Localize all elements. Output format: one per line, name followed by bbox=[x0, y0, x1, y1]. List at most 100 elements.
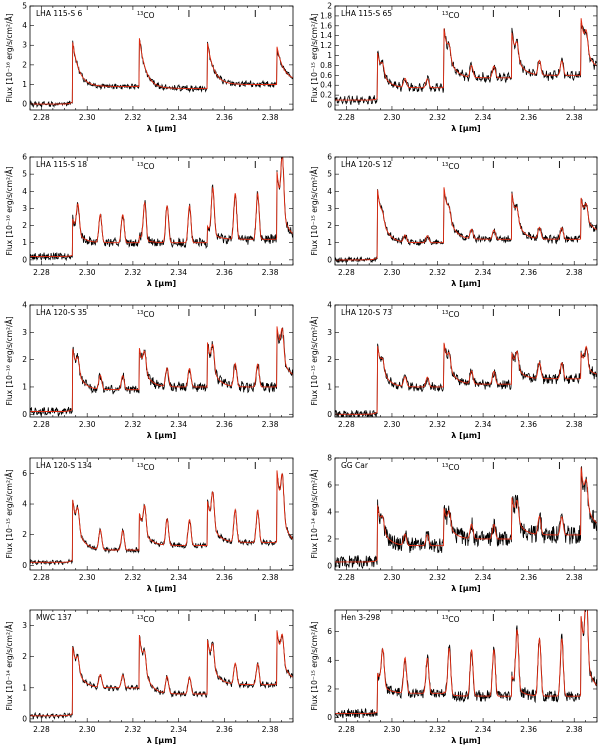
model-spectrum-line bbox=[30, 470, 293, 563]
spectra-group bbox=[30, 326, 293, 417]
x-axis-label: λ [μm] bbox=[451, 431, 480, 440]
co13-isotope-superscript: 13 bbox=[137, 11, 143, 17]
x-tick-label: 2.30 bbox=[79, 725, 96, 734]
panel-7: 2.28 2.30 2.32 2.34 2.36 2.38 0 2 4 6 Flux [10⁻¹⁵ … bbox=[5, 457, 294, 593]
x-tick-label: 2.32 bbox=[125, 573, 142, 582]
x-tick-label: 2.30 bbox=[384, 573, 401, 582]
y-tick-label: 1 bbox=[22, 238, 27, 247]
y-tick-label: 2 bbox=[327, 2, 332, 11]
y-axis-label: Flux [10⁻¹⁶ erg/s/cm²/Å] bbox=[5, 316, 14, 405]
y-tick-label: 1.8 bbox=[320, 11, 332, 20]
x-tick-label: 2.32 bbox=[429, 573, 446, 582]
model-spectrum-line bbox=[30, 630, 293, 717]
model-spectrum-line bbox=[335, 610, 597, 714]
y-tick-label: 6 bbox=[22, 469, 27, 478]
y-tick-label: 2 bbox=[327, 221, 332, 230]
co13-molecule-text: CO bbox=[448, 310, 459, 319]
x-tick-label: 2.38 bbox=[566, 268, 583, 277]
model-spectrum-line bbox=[335, 342, 597, 415]
co13-annotation: 13CO bbox=[137, 11, 155, 20]
plot-frame bbox=[29, 457, 294, 571]
y-tick-label: 0 bbox=[327, 410, 332, 419]
co13-molecule-text: CO bbox=[143, 162, 154, 171]
model-spectrum-line bbox=[335, 18, 597, 101]
y-tick-label: 3 bbox=[22, 328, 27, 337]
panel-title: Hen 3-298 bbox=[341, 613, 380, 622]
x-tick-label: 2.38 bbox=[262, 725, 279, 734]
model-spectrum-line bbox=[30, 157, 293, 257]
x-axis-label: λ [μm] bbox=[451, 584, 480, 593]
y-tick-label: 1 bbox=[22, 80, 27, 89]
co13-annotation: 13CO bbox=[137, 310, 155, 319]
x-tick-label: 2.38 bbox=[566, 573, 583, 582]
co13-molecule-text: CO bbox=[448, 162, 459, 171]
x-tick-label: 2.36 bbox=[216, 725, 233, 734]
observed-spectrum-line bbox=[335, 187, 597, 264]
y-tick-label: 6 bbox=[327, 153, 332, 162]
plot-frame bbox=[334, 5, 598, 111]
x-axis-label: λ [μm] bbox=[147, 124, 176, 133]
plot-frame bbox=[334, 304, 598, 418]
x-tick-label: 2.36 bbox=[216, 268, 233, 277]
x-tick-label: 2.38 bbox=[262, 420, 279, 429]
panel-title: LHA 120-S 134 bbox=[36, 461, 92, 470]
y-tick-label: 0 bbox=[22, 714, 27, 723]
spectra-group bbox=[30, 157, 293, 262]
x-tick-label: 2.32 bbox=[125, 420, 142, 429]
y-tick-label: 0 bbox=[22, 410, 27, 419]
y-tick-label: 2 bbox=[22, 221, 27, 230]
panel-title: MWC 137 bbox=[36, 613, 72, 622]
x-tick-label: 2.28 bbox=[338, 113, 355, 122]
co13-molecule-text: CO bbox=[448, 11, 459, 20]
co13-annotation: 13CO bbox=[442, 463, 460, 472]
y-tick-label: 1.2 bbox=[320, 41, 332, 50]
y-tick-label: 5 bbox=[22, 2, 27, 11]
plot-frame bbox=[334, 457, 598, 571]
plot-frame bbox=[29, 304, 294, 418]
y-tick-label: 6 bbox=[327, 627, 332, 636]
x-tick-label: 2.28 bbox=[338, 725, 355, 734]
y-tick-label: 8 bbox=[327, 454, 332, 463]
y-axis-label: Flux [10⁻¹⁶ erg/s/cm²/Å] bbox=[5, 13, 14, 102]
x-tick-label: 2.34 bbox=[170, 113, 187, 122]
panel-title: LHA 115-S 6 bbox=[36, 9, 82, 18]
x-axis-label: λ [μm] bbox=[451, 124, 480, 133]
x-tick-label: 2.30 bbox=[384, 113, 401, 122]
panel-title: LHA 120-S 35 bbox=[36, 308, 87, 317]
x-tick-label: 2.30 bbox=[79, 113, 96, 122]
y-tick-label: 0.6 bbox=[320, 71, 332, 80]
x-axis-label: λ [μm] bbox=[451, 736, 480, 745]
panel-2: 2.28 2.30 2.32 2.34 2.36 2.3800.20.40.60.811.… bbox=[310, 2, 598, 133]
plot-frame bbox=[29, 5, 294, 111]
observed-spectrum-line bbox=[30, 38, 293, 109]
x-tick-label: 2.36 bbox=[520, 573, 537, 582]
co13-isotope-superscript: 13 bbox=[137, 310, 143, 316]
x-tick-label: 2.36 bbox=[520, 725, 537, 734]
co13-molecule-text: CO bbox=[448, 463, 459, 472]
spectra-group bbox=[30, 470, 293, 567]
plot-frame bbox=[334, 156, 598, 266]
co13-isotope-superscript: 13 bbox=[442, 11, 448, 17]
x-tick-label: 2.32 bbox=[429, 113, 446, 122]
co13-isotope-superscript: 13 bbox=[442, 615, 448, 621]
y-tick-label: 4 bbox=[22, 301, 27, 310]
observed-spectrum-line bbox=[335, 610, 597, 719]
plot-frame bbox=[29, 156, 294, 266]
x-tick-label: 2.36 bbox=[216, 573, 233, 582]
x-tick-label: 2.34 bbox=[475, 725, 492, 734]
y-tick-label: 0 bbox=[22, 255, 27, 264]
model-spectrum-line bbox=[335, 187, 597, 261]
y-tick-label: 4 bbox=[327, 507, 332, 516]
y-tick-label: 3 bbox=[22, 621, 27, 630]
panel-4: 2.28 2.30 2.32 2.34 2.36 2.38 0 1 2 3 4 5 6 Flux [10⁻… bbox=[310, 153, 598, 288]
x-tick-label: 2.32 bbox=[125, 725, 142, 734]
x-axis-label: λ [μm] bbox=[451, 279, 480, 288]
x-tick-label: 2.34 bbox=[475, 268, 492, 277]
y-axis-label: Flux [10⁻¹⁵ erg/s/cm²/Å] bbox=[5, 469, 14, 558]
y-tick-label: 0 bbox=[22, 561, 27, 570]
x-tick-label: 2.38 bbox=[262, 113, 279, 122]
y-tick-label: 1.6 bbox=[320, 21, 332, 30]
panel-title: LHA 115-S 65 bbox=[341, 9, 392, 18]
observed-spectrum-line bbox=[335, 466, 597, 570]
